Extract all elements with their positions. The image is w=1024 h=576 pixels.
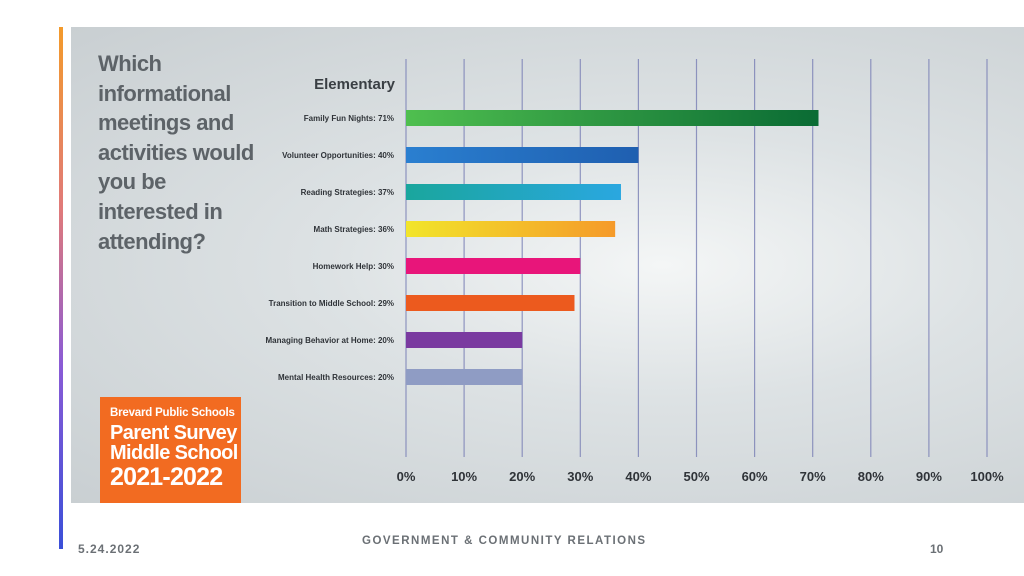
page-number: 10 [930,542,944,556]
bar [406,295,575,311]
x-tick-label: 40% [625,469,651,484]
bar [406,332,523,348]
bar-chart: Elementary Family Fun Nights: 71% Voluntee… [266,59,1004,484]
category-label: Homework Help: 30% [313,262,394,271]
footer-title: GOVERNMENT & COMMUNITY RELATIONS [362,535,647,547]
x-tick-label: 80% [858,469,884,484]
category-label: Reading Strategies: 37% [301,188,394,197]
x-tick-label: 100% [970,469,1004,484]
category-label: Mental Health Resources: 20% [278,373,394,382]
x-tick-label: 20% [509,469,535,484]
badge-level: Middle School [110,442,238,464]
footer-date: 5.24.2022 [78,542,141,556]
x-tick-label: 60% [742,469,768,484]
bar [406,147,639,163]
bar [406,369,523,385]
category-label: Transition to Middle School: 29% [269,299,394,308]
x-tick-label: 30% [567,469,593,484]
chart-title: Elementary [314,76,396,93]
badge-title: Parent Survey [110,422,237,444]
slide-panel: Which informational meetings and activit… [71,27,1024,503]
category-label: Managing Behavior at Home: 20% [266,336,394,345]
bar [406,258,581,274]
x-tick-label: 90% [916,469,942,484]
category-label: Volunteer Opportunities: 40% [282,151,394,160]
bar [406,221,616,237]
bar [406,110,819,126]
category-label: Family Fun Nights: 71% [304,114,394,123]
badge-year: 2021-2022 [110,463,223,491]
accent-bar [59,27,63,549]
x-tick-label: 10% [451,469,477,484]
x-tick-label: 0% [397,469,416,484]
bar [406,184,621,200]
survey-badge: Brevard Public Schools Parent Survey Mid… [100,397,241,503]
category-label: Math Strategies: 36% [314,225,394,234]
x-tick-label: 50% [683,469,709,484]
x-tick-label: 70% [800,469,826,484]
badge-district: Brevard Public Schools [110,407,235,419]
question-text: Which informational meetings and activit… [98,51,254,254]
